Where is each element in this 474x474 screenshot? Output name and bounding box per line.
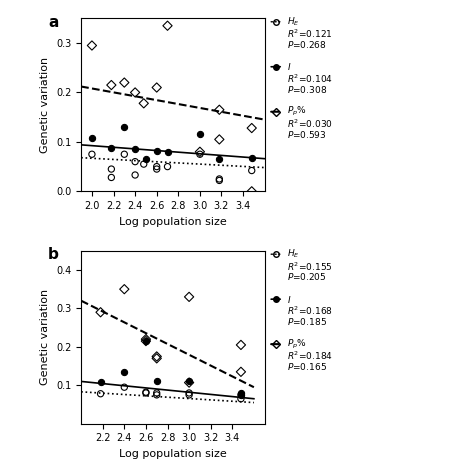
- Text: $R^2$=0.155: $R^2$=0.155: [287, 260, 332, 273]
- Point: [120, 150, 128, 158]
- Point: [164, 148, 171, 155]
- Point: [120, 285, 128, 293]
- Point: [97, 390, 104, 398]
- Point: [131, 171, 139, 179]
- Point: [237, 368, 245, 375]
- X-axis label: Log population size: Log population size: [119, 217, 227, 227]
- Text: $H_E$: $H_E$: [287, 16, 300, 28]
- Point: [97, 309, 104, 316]
- Point: [120, 368, 128, 375]
- Point: [185, 379, 193, 386]
- Point: [237, 389, 245, 397]
- Point: [88, 42, 96, 49]
- Point: [142, 337, 150, 345]
- Point: [88, 150, 96, 158]
- Point: [237, 391, 245, 399]
- Y-axis label: Genetic variation: Genetic variation: [40, 57, 50, 153]
- Y-axis label: Genetic variation: Genetic variation: [40, 289, 50, 385]
- Text: $P$=0.308: $P$=0.308: [287, 84, 327, 95]
- Text: $R^2$=0.104: $R^2$=0.104: [287, 73, 333, 85]
- X-axis label: Log population size: Log population size: [119, 449, 227, 459]
- Point: [131, 146, 139, 153]
- Point: [185, 391, 193, 399]
- Point: [142, 155, 150, 163]
- Point: [131, 89, 139, 96]
- Point: [142, 337, 150, 345]
- Point: [142, 336, 150, 343]
- Point: [131, 158, 139, 165]
- Text: $P_p$%: $P_p$%: [287, 105, 307, 118]
- Point: [153, 84, 161, 91]
- Text: $I$: $I$: [287, 61, 291, 72]
- Point: [185, 293, 193, 301]
- Text: $P$=0.593: $P$=0.593: [287, 129, 326, 140]
- Point: [142, 388, 150, 396]
- Point: [216, 106, 223, 114]
- Point: [153, 353, 161, 360]
- Text: $P$=0.268: $P$=0.268: [287, 39, 326, 50]
- Point: [237, 341, 245, 349]
- Point: [153, 378, 161, 385]
- Text: $P_p$%: $P_p$%: [287, 337, 307, 351]
- Point: [185, 378, 193, 385]
- Point: [248, 154, 255, 162]
- Point: [216, 175, 223, 183]
- Point: [140, 160, 147, 168]
- Text: b: b: [48, 247, 59, 262]
- Point: [120, 123, 128, 131]
- Text: $R^2$=0.168: $R^2$=0.168: [287, 305, 333, 318]
- Text: $P$=0.205: $P$=0.205: [287, 271, 326, 282]
- Point: [248, 124, 255, 132]
- Text: $R^2$=0.030: $R^2$=0.030: [287, 118, 333, 130]
- Point: [216, 155, 223, 163]
- Point: [153, 165, 161, 173]
- Point: [237, 395, 245, 402]
- Point: [216, 177, 223, 184]
- Point: [108, 81, 115, 89]
- Point: [248, 188, 255, 195]
- Point: [153, 163, 161, 170]
- Text: $P$=0.185: $P$=0.185: [287, 316, 327, 327]
- Point: [88, 134, 96, 142]
- Point: [153, 389, 161, 397]
- Point: [108, 165, 115, 173]
- Text: $R^2$=0.121: $R^2$=0.121: [287, 27, 332, 40]
- Point: [237, 391, 245, 399]
- Point: [153, 391, 161, 399]
- Point: [153, 147, 161, 155]
- Point: [142, 389, 150, 397]
- Point: [164, 163, 171, 170]
- Text: $R^2$=0.184: $R^2$=0.184: [287, 350, 333, 363]
- Point: [97, 378, 104, 386]
- Text: a: a: [48, 15, 58, 30]
- Point: [216, 136, 223, 143]
- Point: [248, 167, 255, 174]
- Point: [185, 389, 193, 397]
- Point: [120, 79, 128, 86]
- Text: $H_E$: $H_E$: [287, 248, 300, 260]
- Text: $I$: $I$: [287, 294, 291, 305]
- Point: [153, 355, 161, 362]
- Point: [196, 131, 204, 138]
- Point: [140, 100, 147, 107]
- Text: $P$=0.165: $P$=0.165: [287, 361, 327, 372]
- Point: [196, 150, 204, 158]
- Point: [196, 148, 204, 155]
- Point: [108, 173, 115, 181]
- Point: [120, 383, 128, 391]
- Point: [108, 144, 115, 152]
- Point: [164, 22, 171, 29]
